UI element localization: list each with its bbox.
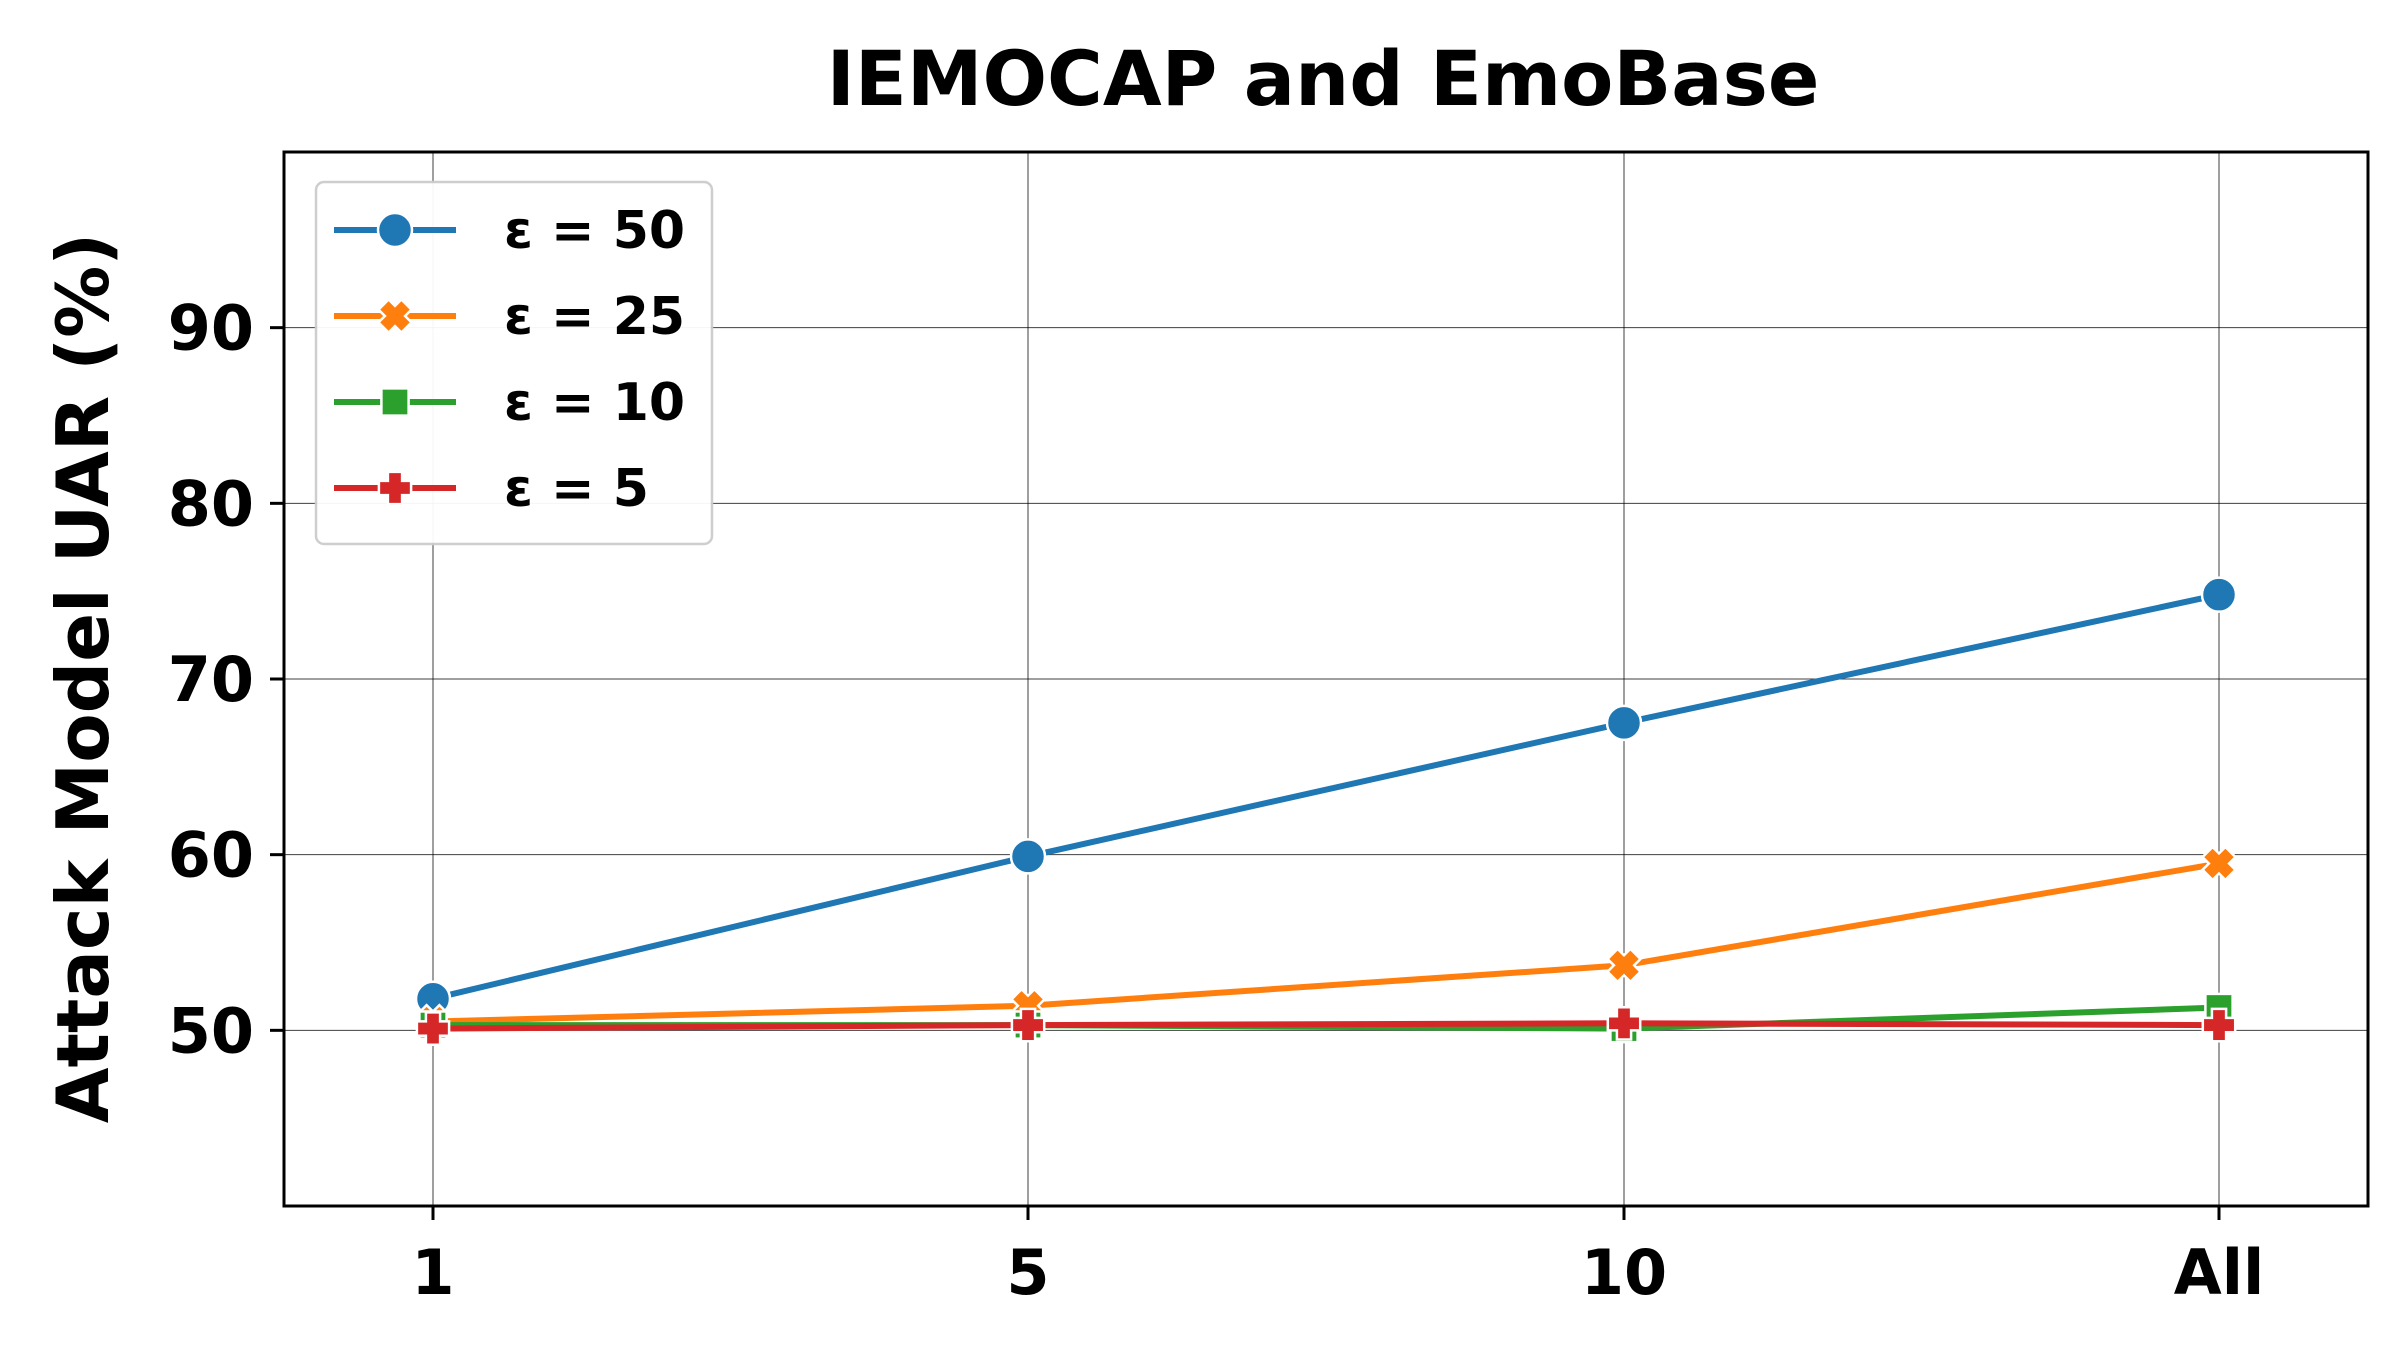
series-3 bbox=[415, 1005, 2237, 1046]
legend-label: ε = 50 bbox=[504, 201, 685, 261]
series-line bbox=[432, 591, 2220, 1002]
marker-shape bbox=[1010, 1007, 1046, 1043]
legend-item: ε = 10 bbox=[334, 373, 685, 433]
marker-shape bbox=[2200, 845, 2238, 882]
legend: ε = 50 ε = 25 ε = 10 ε = 5 bbox=[314, 180, 714, 546]
series-line bbox=[432, 860, 2220, 1025]
axis-ticks: 50 60 70 80 90 1 5 10 All bbox=[168, 292, 2265, 1309]
legend-item: ε = 25 bbox=[334, 287, 685, 347]
marker-shape bbox=[376, 297, 414, 335]
marker-shape bbox=[415, 1011, 451, 1046]
x-tick-label: 5 bbox=[1006, 1236, 1049, 1309]
marker-shape bbox=[1605, 947, 1643, 984]
plus-marker bbox=[1010, 1007, 1046, 1043]
y-tick-label: 80 bbox=[168, 467, 254, 540]
y-tick-label: 70 bbox=[168, 643, 254, 716]
x-marker bbox=[1605, 947, 1643, 984]
series-1 bbox=[414, 845, 2238, 1040]
plus-marker bbox=[377, 470, 413, 506]
x-tick-label: All bbox=[2174, 1236, 2265, 1309]
series-2 bbox=[418, 992, 2234, 1044]
legend-item: ε = 5 bbox=[334, 459, 649, 519]
y-tick-label: 60 bbox=[168, 819, 254, 892]
marker-shape bbox=[2201, 1007, 2237, 1043]
square-marker bbox=[380, 387, 410, 417]
x-marker bbox=[2200, 845, 2238, 882]
legend-label: ε = 10 bbox=[504, 373, 685, 433]
circle-marker bbox=[2200, 576, 2238, 613]
legend-item: ε = 50 bbox=[334, 201, 685, 261]
y-tick-label: 90 bbox=[168, 292, 254, 365]
plus-marker bbox=[415, 1011, 451, 1046]
circle-marker bbox=[1009, 838, 1047, 875]
legend-label: ε = 5 bbox=[504, 459, 649, 519]
plus-marker bbox=[2201, 1007, 2237, 1043]
x-marker bbox=[376, 297, 414, 335]
circle-marker bbox=[1605, 704, 1643, 742]
marker-shape bbox=[377, 470, 413, 506]
series-line bbox=[432, 1020, 2220, 1032]
marker-shape bbox=[1606, 1005, 1642, 1041]
series-0 bbox=[414, 576, 2238, 1017]
circle-marker bbox=[376, 211, 414, 249]
x-tick-label: 1 bbox=[411, 1236, 454, 1309]
series-group bbox=[414, 576, 2238, 1046]
plus-marker bbox=[1606, 1005, 1642, 1041]
legend-box bbox=[314, 180, 714, 546]
y-tick-label: 50 bbox=[168, 994, 254, 1067]
chart-title: IEMOCAP and EmoBase bbox=[827, 34, 1820, 123]
y-axis-label: Attack Model UAR (%) bbox=[41, 233, 125, 1123]
legend-label: ε = 25 bbox=[504, 287, 685, 347]
x-tick-label: 10 bbox=[1581, 1236, 1667, 1309]
